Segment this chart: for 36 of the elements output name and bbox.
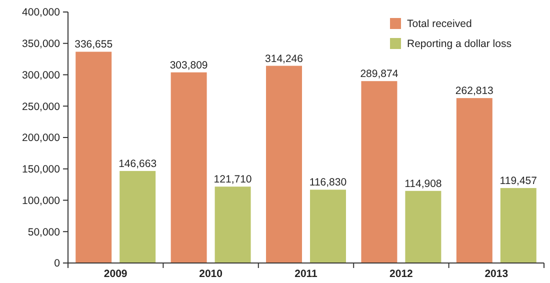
x-tick-label: 2013 [484, 268, 508, 280]
bar [405, 190, 442, 263]
x-tick-label: 2012 [390, 268, 414, 280]
y-tick-label: 250,000 [22, 100, 60, 113]
y-tick-label: 300,000 [22, 69, 60, 82]
data-label: 121,710 [214, 174, 252, 186]
data-label: 114,908 [404, 178, 442, 190]
bar [361, 81, 398, 263]
legend-label: Total received [407, 18, 472, 30]
legend-label: Reporting a dollar loss [407, 38, 512, 50]
data-label: 146,663 [118, 158, 157, 170]
data-label: 303,809 [170, 59, 208, 72]
data-label: 119,457 [500, 175, 538, 188]
x-tick-label: 2011 [294, 268, 318, 280]
x-tick-label: 2010 [199, 268, 223, 280]
y-tick-label: 50,000 [28, 226, 60, 238]
bar [214, 186, 251, 263]
y-tick-label: 400,000 [22, 6, 60, 19]
y-tick-label: 200,000 [22, 132, 60, 144]
data-label: 336,655 [74, 38, 113, 51]
bar [170, 72, 207, 263]
data-label: 314,246 [265, 52, 304, 65]
data-label: 116,830 [309, 176, 347, 189]
y-tick-label: 100,000 [22, 194, 60, 207]
y-tick-label: 350,000 [22, 38, 60, 50]
y-tick-label: 150,000 [22, 164, 60, 176]
bar [456, 98, 492, 263]
x-tick-label: 2009 [104, 268, 128, 280]
y-tick-label: 0 [54, 258, 60, 270]
bar [76, 52, 112, 263]
bar [120, 170, 156, 263]
data-label: 262,813 [455, 85, 494, 98]
bar [310, 190, 346, 263]
bar [500, 188, 536, 263]
data-label: 289,874 [360, 68, 398, 80]
bar [266, 66, 302, 263]
